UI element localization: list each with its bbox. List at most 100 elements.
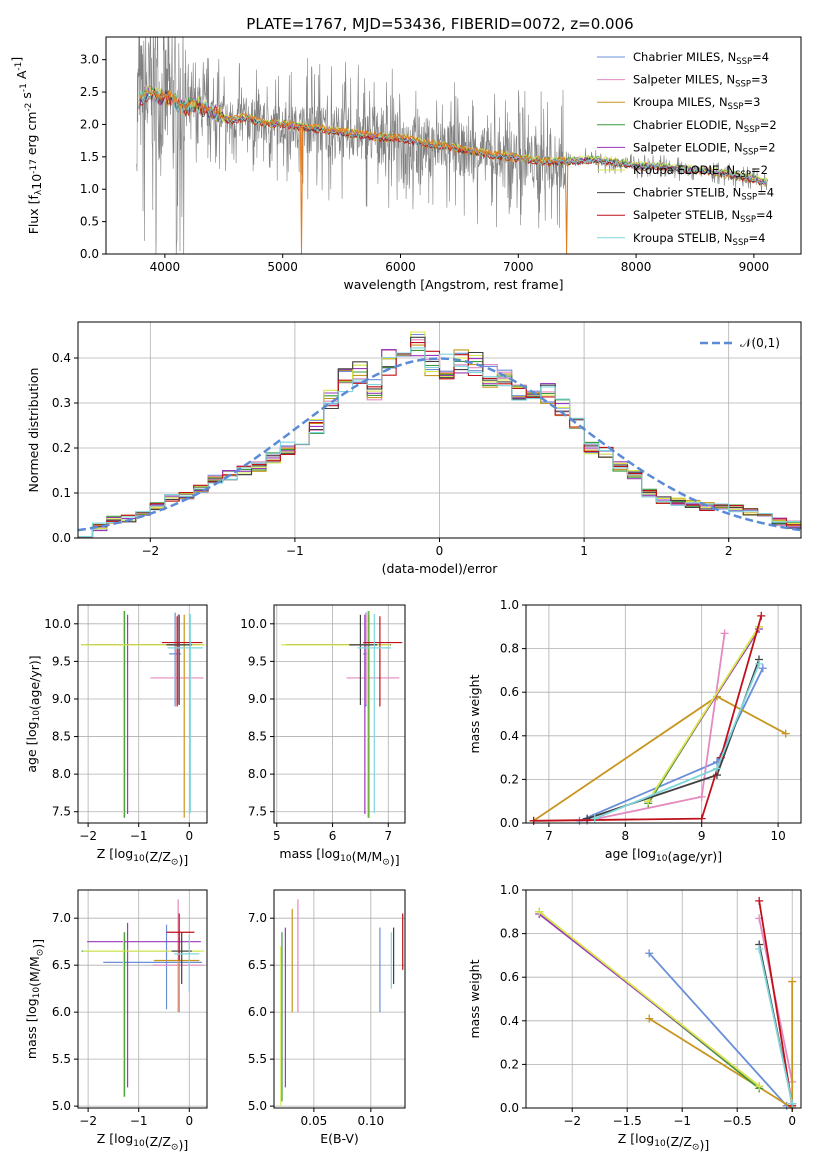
x-tick-label: 1 <box>580 544 588 558</box>
axes-frame <box>273 604 406 824</box>
legend-label: Kroupa ELODIE, NSSP=2 <box>633 163 768 180</box>
y-tick-label: 2.0 <box>80 117 99 131</box>
axes-frame <box>77 889 208 1109</box>
mass-weight-line <box>533 615 763 822</box>
errorbar-plot <box>81 611 205 818</box>
y-tick-label: 7.0 <box>52 911 71 925</box>
x-tick-label: 9000 <box>739 260 770 274</box>
figure-title: PLATE=1767, MJD=53436, FIBERID=0072, z=0… <box>246 15 633 33</box>
legend-label: Chabrier STELIB, NSSP=4 <box>633 186 774 203</box>
x-axis-label: Z [log10(Z/Z⊙)] <box>97 1131 188 1152</box>
mass-weight-marker <box>754 659 763 668</box>
y-tick-label: 6.5 <box>248 958 267 972</box>
errorbar-plot <box>281 611 403 818</box>
y-tick-label: 9.5 <box>52 654 71 668</box>
y-tick-label: 6.0 <box>248 1005 267 1019</box>
y-tick-label: 5.5 <box>248 1052 267 1066</box>
y-tick-label: 7.5 <box>52 805 71 819</box>
y-tick-label: 9.0 <box>248 692 267 706</box>
y-tick-label: 6.5 <box>52 958 71 972</box>
mass-weight-marker <box>781 729 790 738</box>
legend-label: Kroupa MILES, NSSP=3 <box>633 95 760 112</box>
mass-weight-marker <box>755 944 764 953</box>
y-tick-label: 7.5 <box>248 805 267 819</box>
y-tick-label: 8.0 <box>248 767 267 781</box>
x-tick-label: −1.5 <box>613 1114 642 1128</box>
residual-histogram <box>78 342 801 538</box>
mass-weight-marker <box>758 664 767 673</box>
y-tick-label: 0.0 <box>80 247 99 261</box>
y-tick-label: 5.0 <box>52 1099 71 1113</box>
y-tick-label: 8.5 <box>248 730 267 744</box>
mass-weight-line <box>758 900 794 1106</box>
y-tick-label: 0.0 <box>500 1101 519 1115</box>
data-spectrum <box>136 37 769 254</box>
y-tick-label: 0.6 <box>500 970 519 984</box>
y-tick-label: 8.5 <box>52 730 71 744</box>
y-tick-label: 0.5 <box>80 215 99 229</box>
legend-label: Chabrier MILES, NSSP=4 <box>633 50 769 67</box>
x-tick-label: −1 <box>673 1114 691 1128</box>
legend-label: 𝒩(0,1) <box>740 336 780 350</box>
mass-weight-marker <box>755 896 764 905</box>
y-tick-label: 5.0 <box>248 1099 267 1113</box>
x-tick-label: 5000 <box>267 260 298 274</box>
y-tick-label: 0.8 <box>500 927 519 941</box>
y-tick-label: 0.4 <box>500 1014 519 1028</box>
y-tick-label: 0.3 <box>52 396 71 410</box>
y-tick-label: 0.0 <box>500 816 519 830</box>
x-tick-label: 8 <box>621 829 629 843</box>
axes-frame <box>525 889 802 1109</box>
y-tick-label: 1.0 <box>500 598 519 612</box>
mass-weight-line <box>586 659 760 820</box>
legend-label: Chabrier ELODIE, NSSP=2 <box>633 118 777 135</box>
x-axis-label: Z [log10(Z/Z⊙)] <box>618 1131 709 1152</box>
legend-label: Salpeter ELODIE, NSSP=2 <box>633 140 776 157</box>
axes-frame <box>105 36 802 255</box>
y-tick-label: 0.4 <box>500 729 519 743</box>
y-tick-label: 2.5 <box>80 85 99 99</box>
y-tick-label: 0.4 <box>52 351 71 365</box>
x-tick-label: −2 <box>79 829 97 843</box>
y-axis-label: age [log10(age/yr)] <box>24 655 42 772</box>
mass-weight-line <box>538 911 760 1087</box>
y-tick-label: 6.0 <box>52 1005 71 1019</box>
x-tick-label: −0.5 <box>723 1114 752 1128</box>
y-tick-label: 0.8 <box>500 642 519 656</box>
mass-weight-marker <box>697 792 706 801</box>
model-spectrum <box>138 85 768 185</box>
mass-weight-line <box>533 695 787 822</box>
axes-frame <box>273 889 406 1109</box>
y-axis-label: Normed distribution <box>26 368 41 493</box>
axes-frame <box>525 604 802 824</box>
y-tick-label: 10.0 <box>240 617 267 631</box>
mass-weight-marker <box>645 1014 654 1023</box>
y-tick-label: 0.6 <box>500 685 519 699</box>
x-axis-label: (data-model)/error <box>382 561 499 576</box>
y-tick-label: 1.5 <box>80 150 99 164</box>
y-tick-label: 8.0 <box>52 767 71 781</box>
x-tick-label: 6000 <box>385 260 416 274</box>
y-tick-label: 9.5 <box>248 654 267 668</box>
legend-label: Salpeter MILES, NSSP=3 <box>633 73 768 90</box>
x-tick-label: 7000 <box>503 260 534 274</box>
mass-weight-marker <box>757 611 766 620</box>
spectrum-plot <box>136 37 769 254</box>
x-axis-label: Z [log10(Z/Z⊙)] <box>97 846 188 867</box>
x-tick-label: 4000 <box>150 260 181 274</box>
mass-weight-line <box>594 663 760 820</box>
mass-weight-line <box>758 948 794 1104</box>
mass-weight-line <box>647 626 760 802</box>
x-axis-label: wavelength [Angstrom, rest frame] <box>343 277 563 292</box>
x-axis-label: mass [log10(M/M⊙)] <box>279 846 399 867</box>
y-axis-label: mass [log10(M/M⊙)] <box>24 939 45 1059</box>
y-tick-label: 9.0 <box>52 692 71 706</box>
y-tick-label: 0.0 <box>52 531 71 545</box>
model-spectrum <box>138 85 767 187</box>
x-tick-label: 0 <box>436 544 444 558</box>
y-axis-label: Flux [fλ10-17 erg cm-2 s-1 A-1] <box>9 57 44 235</box>
x-tick-label: 0.10 <box>357 1114 384 1128</box>
mass-weight-marker <box>645 949 654 958</box>
y-axis-label: mass weight <box>467 674 482 753</box>
